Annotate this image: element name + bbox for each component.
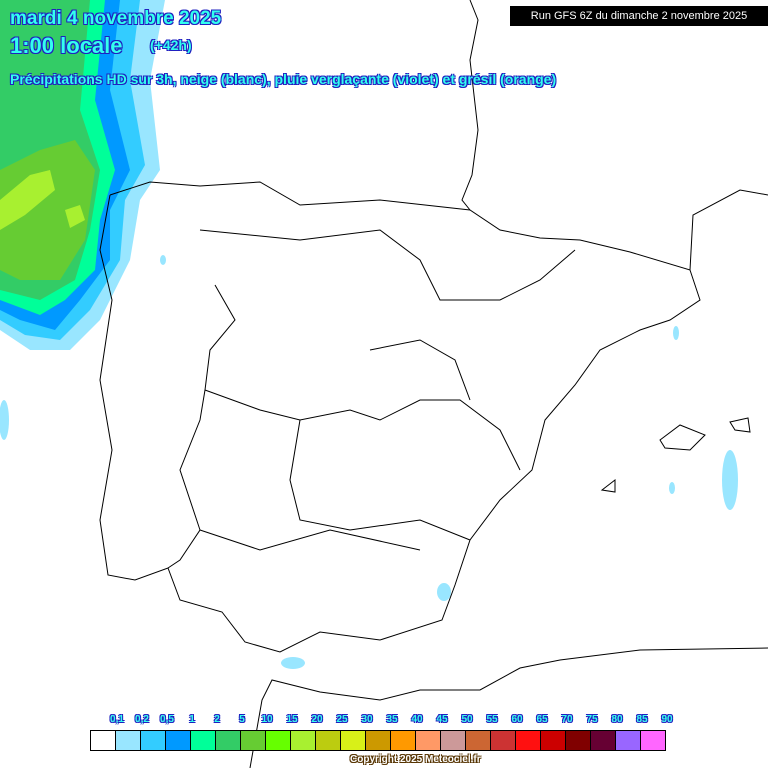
legend-label: 85	[636, 714, 648, 725]
lead-time: (+42h)	[150, 37, 192, 53]
legend-label: 70	[561, 714, 573, 725]
coastlines-borders	[99, 0, 768, 768]
legend-swatch	[391, 731, 416, 750]
legend-label: 0,2	[135, 714, 149, 725]
legend-label: 40	[411, 714, 423, 725]
legend-label: 80	[611, 714, 623, 725]
legend-swatch	[266, 731, 291, 750]
legend-swatch	[191, 731, 216, 750]
legend-label: 20	[311, 714, 323, 725]
legend-label: 15	[286, 714, 298, 725]
legend-label: 25	[336, 714, 348, 725]
legend-label: 75	[586, 714, 598, 725]
legend-label: 45	[436, 714, 448, 725]
legend-swatch	[241, 731, 266, 750]
legend-swatch	[91, 731, 116, 750]
legend-swatch	[466, 731, 491, 750]
legend-swatch	[491, 731, 516, 750]
legend-swatch	[616, 731, 641, 750]
forecast-date: mardi 4 novembre 2025	[10, 8, 222, 29]
legend-swatch	[516, 731, 541, 750]
legend-swatch	[591, 731, 616, 750]
legend-swatch	[316, 731, 341, 750]
legend-label: 55	[486, 714, 498, 725]
legend-labels: 0,1 0,2 0,5 1 2 5 10 15 20 25 30 35 40 45 50 55 60 65 70 75…	[90, 714, 690, 728]
legend-label: 5	[239, 714, 245, 725]
legend-swatch	[141, 731, 166, 750]
legend-label: 2	[214, 714, 220, 725]
color-legend	[90, 730, 666, 751]
legend-swatch	[541, 731, 566, 750]
legend-swatch	[416, 731, 441, 750]
legend-swatch	[341, 731, 366, 750]
legend-swatch	[366, 731, 391, 750]
copyright: Copyright 2025 Meteociel.fr	[350, 754, 481, 765]
legend-swatch	[216, 731, 241, 750]
legend-swatch	[441, 731, 466, 750]
legend-label: 65	[536, 714, 548, 725]
legend-label: 90	[661, 714, 673, 725]
legend-swatch	[641, 731, 665, 750]
legend-swatch	[291, 731, 316, 750]
run-info: Run GFS 6Z du dimanche 2 novembre 2025	[510, 6, 768, 26]
precipitation-field	[0, 0, 738, 669]
legend-label: 0,5	[160, 714, 174, 725]
legend-label: 0,1	[110, 714, 124, 725]
legend-swatch	[166, 731, 191, 750]
legend-label: 1	[189, 714, 195, 725]
legend-label: 30	[361, 714, 373, 725]
legend-label: 10	[261, 714, 273, 725]
legend-label: 35	[386, 714, 398, 725]
forecast-time: 1:00 locale	[10, 33, 123, 58]
map-description: Précipitations HD sur 3h, neige (blanc),…	[10, 71, 557, 87]
legend-label: 50	[461, 714, 473, 725]
legend-label: 60	[511, 714, 523, 725]
legend-swatch	[566, 731, 591, 750]
legend-swatch	[116, 731, 141, 750]
